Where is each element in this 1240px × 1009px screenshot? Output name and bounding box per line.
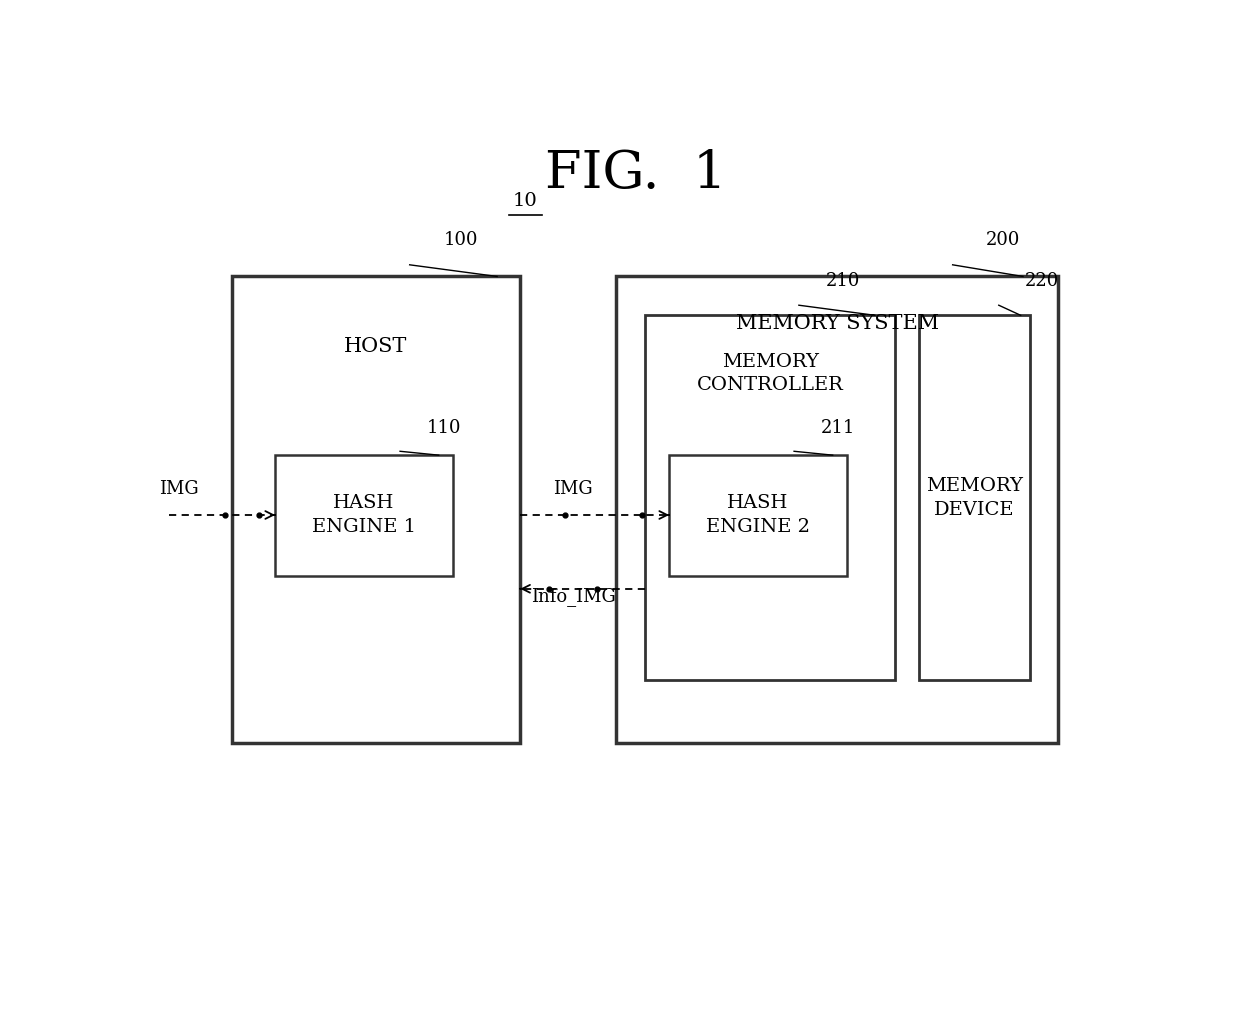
Text: 10: 10 [512,193,537,211]
FancyBboxPatch shape [232,276,521,743]
Text: MEMORY
CONTROLLER: MEMORY CONTROLLER [697,353,843,395]
FancyBboxPatch shape [616,276,1058,743]
FancyBboxPatch shape [645,315,895,680]
Text: 200: 200 [986,231,1021,249]
Text: MEMORY SYSTEM: MEMORY SYSTEM [735,314,939,333]
Text: FIG.  1: FIG. 1 [544,148,727,199]
FancyBboxPatch shape [275,455,453,575]
Text: 211: 211 [821,419,856,437]
Text: Info_IMG: Info_IMG [531,587,615,605]
Text: 100: 100 [444,231,477,249]
Text: MEMORY
DEVICE: MEMORY DEVICE [926,477,1023,519]
FancyBboxPatch shape [919,315,1029,680]
Text: IMG: IMG [159,480,198,497]
Text: IMG: IMG [553,480,593,497]
Text: 110: 110 [427,419,461,437]
Text: HASH
ENGINE 2: HASH ENGINE 2 [706,494,810,536]
FancyBboxPatch shape [670,455,847,575]
Text: HASH
ENGINE 1: HASH ENGINE 1 [312,494,415,536]
Text: 220: 220 [1024,272,1059,291]
Text: HOST: HOST [345,337,408,356]
Text: 210: 210 [826,272,861,291]
